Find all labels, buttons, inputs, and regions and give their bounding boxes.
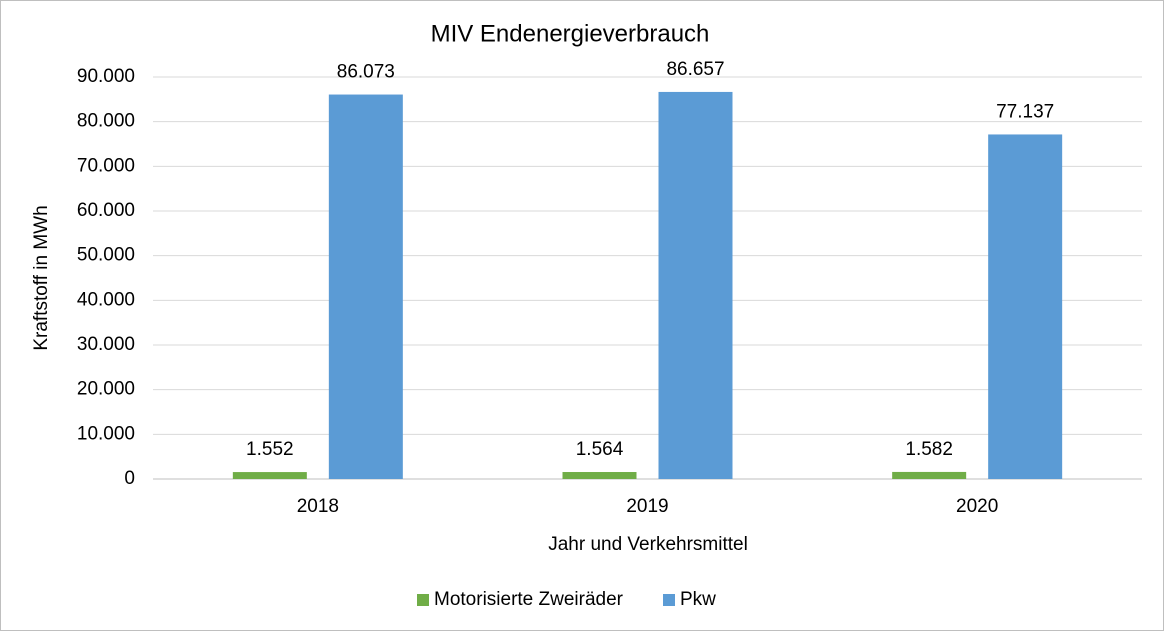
legend-label: Motorisierte Zweiräder <box>434 589 624 610</box>
x-axis-title: Jahr und Verkehrsmittel <box>548 534 748 555</box>
chart-title: MIV Endenergieverbrauch <box>431 20 710 47</box>
data-label: 1.552 <box>246 439 294 460</box>
data-label: 86.073 <box>337 62 395 83</box>
bar <box>892 471 967 479</box>
y-tick-label: 0 <box>124 468 135 489</box>
y-axis-title: Kraftstoff in MWh <box>31 205 52 350</box>
y-tick-label: 90.000 <box>77 66 135 87</box>
y-tick-label: 70.000 <box>77 155 135 176</box>
x-tick-label: 2018 <box>297 496 339 517</box>
data-label: 86.657 <box>666 59 724 80</box>
bar <box>988 134 1063 480</box>
y-tick-label: 30.000 <box>77 334 135 355</box>
x-tick-label: 2019 <box>626 496 668 517</box>
bar <box>328 94 403 480</box>
y-tick-label: 80.000 <box>77 111 135 132</box>
bar <box>232 472 307 479</box>
legend-swatch <box>417 594 429 606</box>
y-tick-label: 40.000 <box>77 289 135 310</box>
bar <box>562 472 637 479</box>
bar <box>658 91 733 479</box>
data-label: 1.582 <box>905 439 953 460</box>
data-label: 77.137 <box>996 101 1054 122</box>
y-tick-label: 20.000 <box>77 379 135 400</box>
y-tick-label: 60.000 <box>77 200 135 221</box>
y-tick-label: 50.000 <box>77 245 135 266</box>
legend-label: Pkw <box>680 589 716 610</box>
legend-swatch <box>663 594 675 606</box>
data-label: 1.564 <box>576 439 624 460</box>
x-tick-label: 2020 <box>956 496 998 517</box>
y-tick-label: 10.000 <box>77 423 135 444</box>
